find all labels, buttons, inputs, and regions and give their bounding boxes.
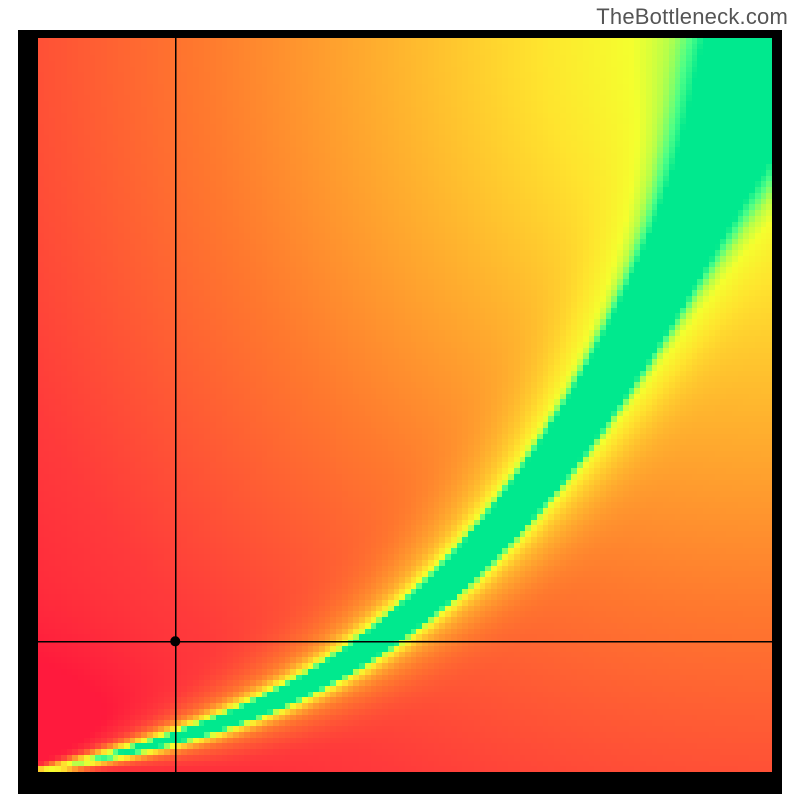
page-container: TheBottleneck.com xyxy=(0,0,800,800)
chart-frame xyxy=(18,30,782,794)
watermark-text: TheBottleneck.com xyxy=(596,4,788,30)
heatmap-plot xyxy=(38,38,772,772)
heatmap-canvas xyxy=(38,38,772,772)
